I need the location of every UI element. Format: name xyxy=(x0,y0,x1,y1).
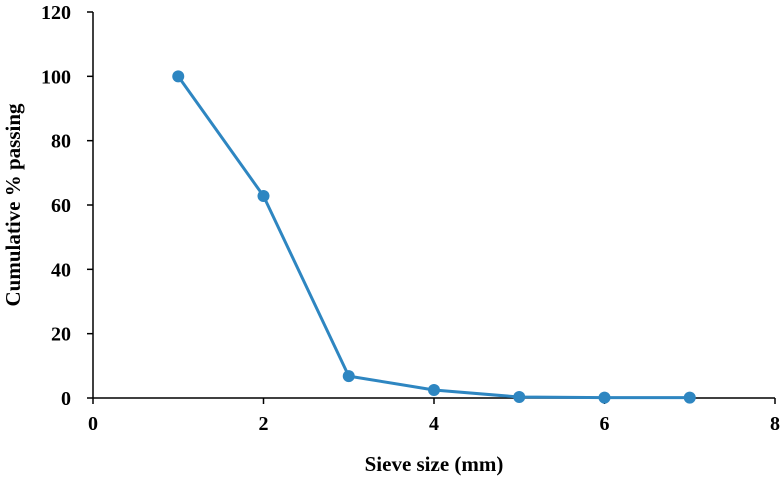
series-line xyxy=(177,75,690,400)
data-point xyxy=(598,391,611,404)
data-point xyxy=(428,383,440,396)
y-tick-label: 60 xyxy=(51,195,71,217)
x-tick-label: 8 xyxy=(770,413,780,435)
data-point xyxy=(257,189,270,202)
x-tick-label: 4 xyxy=(429,413,439,435)
y-tick-label: 100 xyxy=(41,66,71,88)
y-tick-label: 20 xyxy=(51,324,71,346)
y-axis-title: Cumulative % passing xyxy=(1,103,25,307)
x-tick-label: 0 xyxy=(88,413,98,435)
y-tick-label: 80 xyxy=(51,131,71,153)
x-tick-label: 2 xyxy=(259,413,269,435)
axes xyxy=(92,12,775,399)
y-tick-label: 120 xyxy=(41,2,71,24)
data-point xyxy=(513,391,526,404)
y-tick-label: 40 xyxy=(51,259,71,281)
series xyxy=(172,70,696,404)
x-tick-label: 6 xyxy=(600,413,610,435)
data-point xyxy=(172,70,185,83)
x-axis-title: Sieve size (mm) xyxy=(365,452,504,476)
data-point xyxy=(683,391,696,404)
y-tick-label: 0 xyxy=(61,388,71,410)
data-point xyxy=(342,370,355,383)
